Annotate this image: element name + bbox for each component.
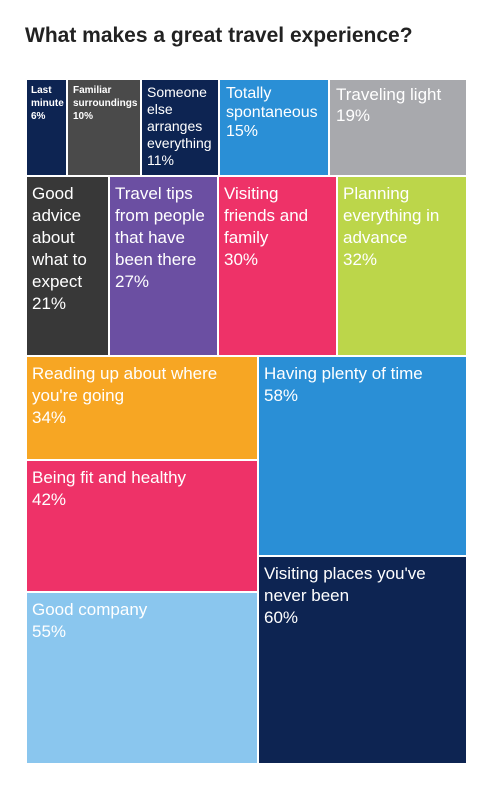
tile-label: Last minute xyxy=(31,85,64,109)
tile-travel-tips-from-people-that-have-been-there: Travel tips from people that have been t… xyxy=(109,176,218,356)
tile-having-plenty-of-time: Having plenty of time 58% xyxy=(258,356,467,556)
tile-value: 55% xyxy=(32,622,67,641)
tile-totally-spontaneous: Totally spontaneous 15% xyxy=(219,79,329,176)
chart-title: What makes a great travel experience? xyxy=(25,24,413,47)
tile-label: Travel tips from people that have been t… xyxy=(115,184,205,269)
tile-value: 21% xyxy=(32,294,67,313)
tile-label: Totally spontaneous xyxy=(226,85,318,121)
tile-last-minute: Last minute 6% xyxy=(26,79,67,176)
tile-someone-else-arranges-everything: Someone else arranges everything 11% xyxy=(141,79,219,176)
tile-reading-up-about-where-you-re-going: Reading up about where you're going 34% xyxy=(26,356,258,460)
tile-value: 11% xyxy=(147,152,174,168)
tile-value: 32% xyxy=(343,250,378,269)
tile-value: 10% xyxy=(73,111,94,122)
tile-value: 60% xyxy=(264,608,299,627)
tile-label: Visiting friends and family xyxy=(224,184,309,247)
tile-label: Being fit and healthy xyxy=(32,468,187,487)
tile-value: 27% xyxy=(115,272,150,291)
tile-traveling-light: Traveling light 19% xyxy=(329,79,467,176)
tile-value: 34% xyxy=(32,408,67,427)
tile-label: Traveling light xyxy=(336,85,442,104)
tile-visiting-places-you-ve-never-been: Visiting places you've never been 60% xyxy=(258,556,467,764)
tile-value: 6% xyxy=(31,111,46,122)
tile-label: Good advice about what to expect xyxy=(32,184,87,291)
tile-good-advice-about-what-to-expect: Good advice about what to expect 21% xyxy=(26,176,109,356)
tile-value: 58% xyxy=(264,386,299,405)
tile-label: Having plenty of time xyxy=(264,364,423,383)
tile-value: 42% xyxy=(32,490,67,509)
tile-value: 19% xyxy=(336,106,371,125)
tile-value: 15% xyxy=(226,123,259,140)
tile-value: 30% xyxy=(224,250,259,269)
tile-planning-everything-in-advance: Planning everything in advance 32% xyxy=(337,176,467,356)
tile-good-company: Good company 55% xyxy=(26,592,258,764)
tile-label: Reading up about where you're going xyxy=(32,364,218,405)
tile-label: Someone else arranges everything xyxy=(147,84,212,151)
tile-being-fit-and-healthy: Being fit and healthy 42% xyxy=(26,460,258,592)
tile-label: Visiting places you've never been xyxy=(264,564,426,605)
tile-visiting-friends-and-family: Visiting friends and family 30% xyxy=(218,176,337,356)
tile-label: Familiar surroundings xyxy=(73,85,138,109)
tile-label: Good company xyxy=(32,600,148,619)
tile-familiar-surroundings: Familiar surroundings 10% xyxy=(67,79,141,176)
tile-label: Planning everything in advance xyxy=(343,184,440,247)
